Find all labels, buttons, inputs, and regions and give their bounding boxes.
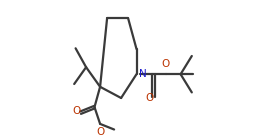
Text: O: O (162, 59, 170, 69)
Text: N: N (139, 69, 147, 79)
Text: O: O (145, 93, 153, 103)
Text: O: O (72, 106, 80, 116)
Text: O: O (97, 127, 105, 137)
